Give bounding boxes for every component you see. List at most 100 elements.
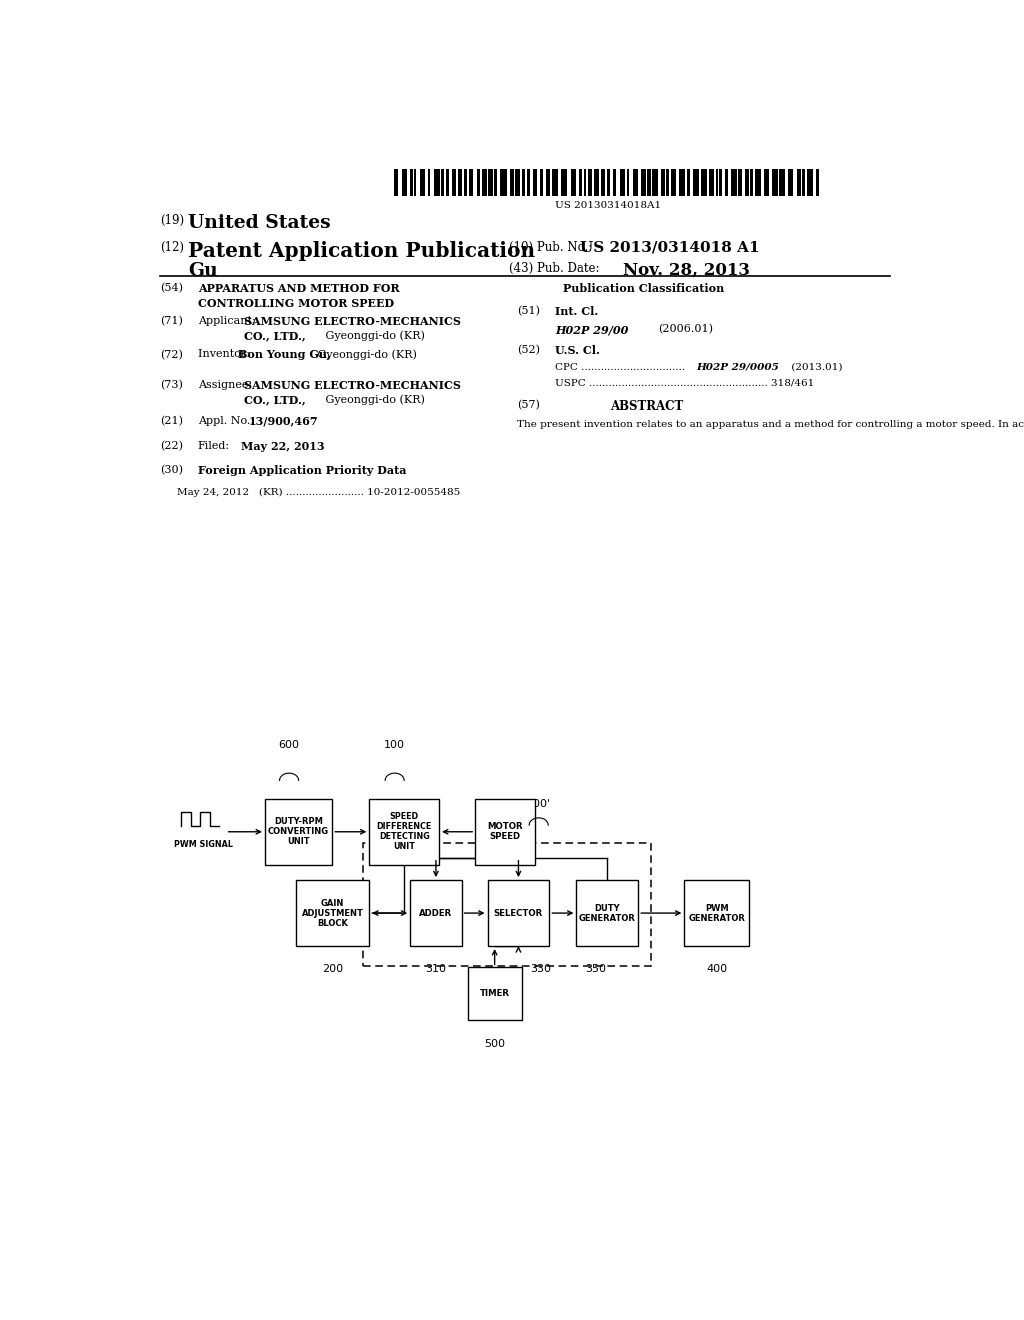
Bar [779,169,785,195]
Bar [660,169,665,195]
Bar [693,169,698,195]
Text: Applicant:: Applicant: [198,315,259,326]
Bar [613,169,616,195]
Text: Publication Classification: Publication Classification [563,284,724,294]
Text: (52): (52) [517,346,540,355]
Bar [476,169,480,195]
Bar [527,169,529,195]
Bar [501,169,507,195]
Bar [679,169,685,195]
Text: 100: 100 [384,741,406,750]
Bar [296,880,370,946]
Text: (30): (30) [160,466,182,475]
Bar [410,169,413,195]
Bar [725,169,728,195]
Bar [627,169,630,195]
Text: USPC ....................................................... 318/461: USPC ...................................… [555,379,814,388]
Bar [601,169,604,195]
Text: (22): (22) [160,441,182,451]
Bar [633,169,638,195]
Bar [546,169,550,195]
Text: The present invention relates to an apparatus and a method for controlling a mot: The present invention relates to an appa… [517,420,1024,429]
Bar [750,169,754,195]
Bar [802,169,805,195]
Bar [719,169,722,195]
Text: 300': 300' [526,799,551,809]
Text: 13/900,467: 13/900,467 [249,416,318,426]
Bar [494,169,497,195]
Bar [816,169,819,195]
Bar [666,169,670,195]
Text: Inventor:: Inventor: [198,350,253,359]
Text: 350: 350 [585,965,606,974]
Bar [475,799,535,865]
Bar [370,799,439,865]
Text: US 2013/0314018 A1: US 2013/0314018 A1 [581,240,760,255]
Text: GAIN
ADJUSTMENT
BLOCK: GAIN ADJUSTMENT BLOCK [302,899,364,928]
Bar [687,169,690,195]
Text: APPARATUS AND METHOD FOR
CONTROLLING MOTOR SPEED: APPARATUS AND METHOD FOR CONTROLLING MOT… [198,284,399,309]
Bar [571,169,575,195]
Text: United States: United States [188,214,331,232]
Bar [641,169,646,195]
Text: Appl. No.:: Appl. No.: [198,416,257,425]
Text: DUTY-RPM
CONVERTING
UNIT: DUTY-RPM CONVERTING UNIT [268,817,329,846]
Bar [607,169,610,195]
Text: (2006.01): (2006.01) [658,325,713,334]
Text: (72): (72) [160,350,182,360]
Bar [671,169,677,195]
Bar [510,169,514,195]
Text: Gu: Gu [188,263,218,280]
Text: Bon Young Gu,: Bon Young Gu, [238,350,331,360]
Text: SPEED
DIFFERENCE
DETECTING
UNIT: SPEED DIFFERENCE DETECTING UNIT [377,812,432,851]
Text: TIMER: TIMER [479,990,510,998]
Text: (51): (51) [517,306,540,315]
Text: PWM SIGNAL: PWM SIGNAL [174,841,232,850]
Bar [411,880,462,946]
Bar [647,169,651,195]
Bar [534,169,537,195]
Text: Gyeonggi-do (KR): Gyeonggi-do (KR) [314,350,418,360]
Bar [580,169,583,195]
Text: Int. Cl.: Int. Cl. [555,306,598,317]
Text: (21): (21) [160,416,182,426]
Text: (2013.01): (2013.01) [788,363,843,372]
Text: Gyeonggi-do (KR): Gyeonggi-do (KR) [322,330,425,341]
Text: SAMSUNG ELECTRO-MECHANICS
CO., LTD.,: SAMSUNG ELECTRO-MECHANICS CO., LTD., [244,315,461,342]
Bar [787,169,794,195]
Text: Gyeonggi-do (KR): Gyeonggi-do (KR) [322,395,425,405]
Bar [445,169,450,195]
Bar [487,169,493,195]
Bar [652,169,658,195]
Text: Nov. 28, 2013: Nov. 28, 2013 [624,263,751,279]
Text: H02P 29/00: H02P 29/00 [555,325,629,335]
Text: CPC ................................: CPC ................................ [555,363,688,372]
Bar [584,169,586,195]
Text: 400: 400 [707,965,727,974]
Bar [482,169,487,195]
Text: Foreign Application Priority Data: Foreign Application Priority Data [198,466,407,477]
Bar [265,799,333,865]
Text: (12): (12) [160,240,183,253]
Text: (10) Pub. No.:: (10) Pub. No.: [509,240,592,253]
Bar [394,169,397,195]
Bar [731,169,736,195]
Bar [755,169,761,195]
Bar [738,169,742,195]
Bar [577,880,638,946]
Text: 600: 600 [279,741,300,750]
Text: 200: 200 [323,965,343,974]
Bar [684,880,750,946]
Text: (43) Pub. Date:: (43) Pub. Date: [509,263,599,275]
Bar [420,169,425,195]
Bar [434,169,439,195]
Bar [469,169,473,195]
Bar [428,169,430,195]
Bar [468,968,521,1020]
Bar [401,169,407,195]
Text: Filed:: Filed: [198,441,230,451]
Bar [540,169,544,195]
Text: May 24, 2012   (KR) ........................ 10-2012-0055485: May 24, 2012 (KR) ......................… [177,487,461,496]
Text: (73): (73) [160,380,182,391]
Text: 500: 500 [484,1039,505,1048]
